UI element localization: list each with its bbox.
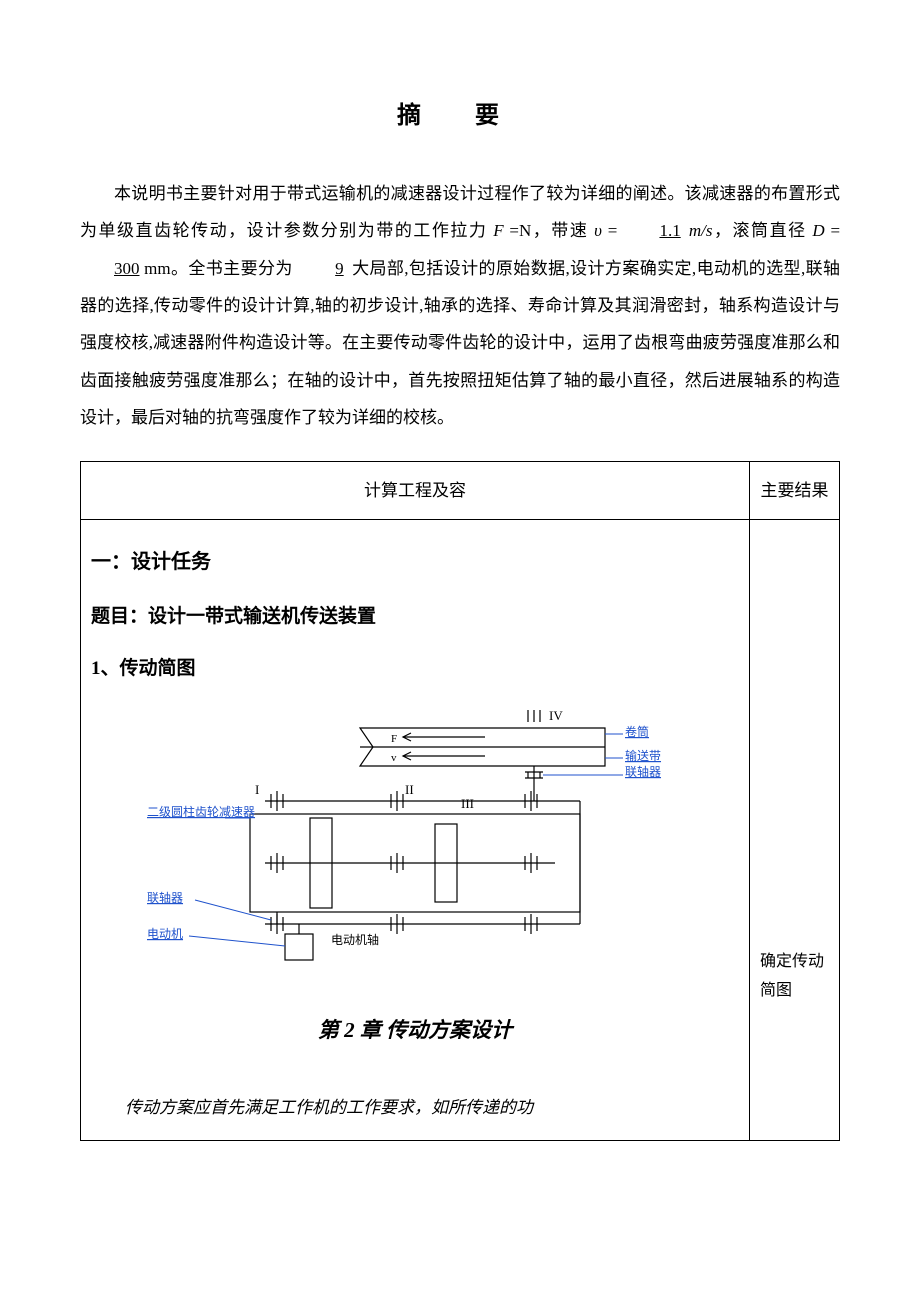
body-line-1: 传动方案应首先满足工作机的工作要求，如所传递的功 [91, 1089, 739, 1126]
label-I: I [255, 782, 259, 797]
label-reducer: 二级圆柱齿轮减速器 [147, 804, 255, 819]
abstract-block: 本说明书主要针对用于带式运输机的减速器设计过程作了较为详细的阐述。该减速器的布置… [80, 175, 840, 437]
table-header-left: 计算工程及容 [81, 461, 750, 519]
abstract-text-6: mm。全书主要分为 [140, 259, 298, 278]
value-parts: 9 [297, 250, 347, 287]
label-motor-left: 电动机 [147, 927, 183, 941]
label-F: F [391, 733, 397, 745]
value-velocity: 1.1 [623, 212, 683, 249]
abstract-text-5: = [825, 221, 840, 240]
label-coupling-top: 联轴器 [625, 764, 661, 779]
table-header-row: 计算工程及容 主要结果 [81, 461, 840, 519]
label-drum: 卷筒 [625, 724, 649, 739]
label-motor-axis: 电动机轴 [331, 932, 379, 947]
abstract-text-4: ，滚筒直径 [712, 221, 812, 240]
abstract-text-7: 大局部,包括设计的原始数据,设计方案确实定,电动机的选型,联轴器的选择,传动零件… [80, 259, 840, 428]
symbol-v: υ [594, 221, 602, 240]
table-row: 一：设计任务 题目：设计一带式输送机传送装置 1、传动简图 [81, 519, 840, 1141]
label-v: v [391, 752, 397, 764]
label-IV: IV [549, 708, 563, 723]
label-coupling-left: 联轴器 [147, 890, 183, 905]
page-title: 摘 要 [80, 90, 840, 143]
table-cell-results: 确定传动简图 [750, 519, 840, 1141]
topic-heading: 题目：设计一带式输送机传送装置 [91, 596, 739, 638]
chapter-heading: 第 2 章 传动方案设计 [91, 1007, 739, 1053]
main-table: 计算工程及容 主要结果 一：设计任务 题目：设计一带式输送机传送装置 1、传动简… [80, 461, 840, 1142]
table-cell-content: 一：设计任务 题目：设计一带式输送机传送装置 1、传动简图 [81, 519, 750, 1141]
sub-heading-1: 1、传动简图 [91, 648, 739, 690]
label-III: III [461, 796, 474, 811]
label-II: II [405, 782, 414, 797]
symbol-D: D [812, 221, 824, 240]
value-diameter: 300 [80, 250, 140, 287]
section-heading-1: 一：设计任务 [91, 540, 739, 584]
abstract-paragraph: 本说明书主要针对用于带式运输机的减速器设计过程作了较为详细的阐述。该减速器的布置… [80, 175, 840, 437]
unit-ms: m/s [689, 221, 713, 240]
transmission-diagram: IV F v 卷筒 输送带 联轴器 I II III 二级圆柱齿轮减速器 联轴器 [91, 706, 739, 989]
abstract-text-3: = [602, 221, 623, 240]
diagram-svg: IV F v 卷筒 输送带 联轴器 I II III 二级圆柱齿轮减速器 联轴器 [135, 706, 695, 976]
abstract-text-2: =N，带速 [504, 221, 595, 240]
result-text-1: 确定传动简图 [760, 948, 829, 1006]
symbol-F: F [493, 221, 503, 240]
table-header-right: 主要结果 [750, 461, 840, 519]
label-belt: 输送带 [625, 748, 661, 763]
